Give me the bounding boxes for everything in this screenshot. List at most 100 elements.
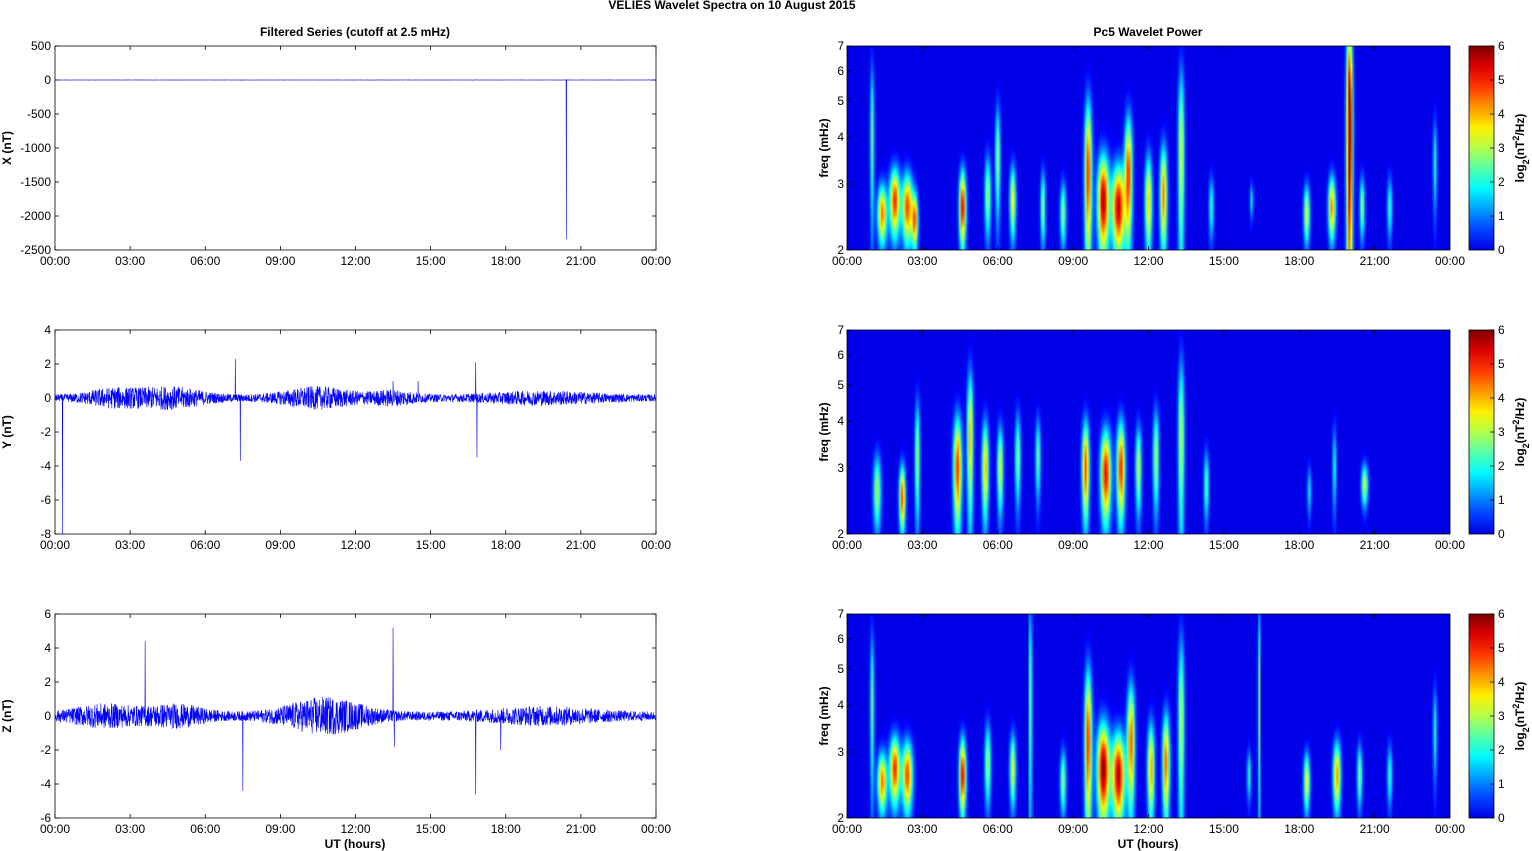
x-wavelet-panel: 2 3 4 5 6 7 00:00 03:00 06:00 09:00 12:00 15:00 18:0… [817, 39, 1531, 268]
y-wavelet-colorbar-tick-label: 2 [1498, 459, 1505, 473]
x-wavelet-colorbar-tick-label: 6 [1498, 39, 1505, 53]
x-wavelet-xtick-label: 00:00 [832, 254, 862, 268]
y-series-xtick-label: 09:00 [265, 538, 295, 552]
y-wavelet-colorbar-label: log2(nT2/Hz) [1511, 398, 1531, 467]
z-wavelet-ytick-label: 2 [837, 811, 844, 825]
z-wavelet-xtick-label: 21:00 [1360, 822, 1390, 836]
y-wavelet-xtick-label: 18:00 [1284, 538, 1314, 552]
y-series-xtick-label: 15:00 [416, 538, 446, 552]
z-series-xtick-label: 00:00 [40, 822, 70, 836]
y-wavelet-colorbar-tick-label: 6 [1498, 323, 1505, 337]
z-wavelet-xtick-label: 15:00 [1209, 822, 1239, 836]
x-wavelet-ytick-label: 4 [837, 130, 844, 144]
z-wavelet-xtick-label: 00:00 [832, 822, 862, 836]
x-wavelet-colorbar-label: log2(nT2/Hz) [1511, 114, 1531, 183]
y-wavelet-ytick-label: 4 [837, 414, 844, 428]
y-series-ytick-label: 4 [44, 323, 51, 337]
z-wavelet-colorbar-tick-label: 2 [1498, 743, 1505, 757]
y-wavelet-ytick-label: 2 [837, 527, 844, 541]
z-series-ytick-label: 6 [44, 607, 51, 621]
y-wavelet-xtick-label: 12:00 [1133, 538, 1163, 552]
figure-title: VELIES Wavelet Spectra on 10 August 2015 [608, 0, 856, 12]
y-series-ytick-label: -2 [40, 425, 51, 439]
x-wavelet-colorbar-tick-label: 4 [1498, 107, 1505, 121]
z-wavelet-colorbar-tick-label: 5 [1498, 641, 1505, 655]
z-series-ytick-label: -2 [40, 743, 51, 757]
x-wavelet-ytick-label: 5 [837, 94, 844, 108]
y-series-frame [54, 329, 657, 535]
x-series-xtick-label: 18:00 [491, 254, 521, 268]
y-wavelet-ytick-label: 6 [837, 348, 844, 362]
z-wavelet-ytick-label: 5 [837, 662, 844, 676]
y-wavelet-colorbar-tick-label: 3 [1498, 425, 1505, 439]
y-wavelet-xtick-label: 03:00 [907, 538, 937, 552]
x-wavelet-xtick-label: 00:00 [1435, 254, 1465, 268]
y-series-xtick-label: 00:00 [40, 538, 70, 552]
y-series-xtick-label: 06:00 [190, 538, 220, 552]
z-wavelet-panel: 2 3 4 5 6 7 00:00 03:00 06:00 09:00 12:00 15:00 18:0… [817, 607, 1531, 836]
z-series-xtick-label: 06:00 [190, 822, 220, 836]
z-wavelet-colorbar-tick-label: 3 [1498, 709, 1505, 723]
x-wavelet-xtick-label: 09:00 [1058, 254, 1088, 268]
z-series-xtick-label: 15:00 [416, 822, 446, 836]
y-wavelet-ytick-label: 7 [837, 323, 844, 337]
z-wavelet-xtick-label: 09:00 [1058, 822, 1088, 836]
x-series-ytick-label: -500 [27, 107, 51, 121]
y-series-ytick-label: -6 [40, 493, 51, 507]
x-wavelet-colorbar-tick-label: 0 [1498, 243, 1505, 257]
x-series-frame [54, 45, 657, 251]
y-series-trace [55, 358, 656, 534]
x-series-xtick-label: 00:00 [641, 254, 671, 268]
y-wavelet-ylabel: freq (mHz) [817, 402, 831, 461]
x-series-xtick-label: 00:00 [40, 254, 70, 268]
left-column-title: Filtered Series (cutoff at 2.5 mHz) [260, 25, 450, 39]
x-wavelet-ytick-label: 3 [837, 177, 844, 191]
x-wavelet-xtick-label: 12:00 [1133, 254, 1163, 268]
x-wavelet-ytick-label: 6 [837, 64, 844, 78]
y-wavelet-xtick-label: 09:00 [1058, 538, 1088, 552]
z-wavelet-colorbar-tick-label: 6 [1498, 607, 1505, 621]
x-wavelet-colorbar-tick-label: 3 [1498, 141, 1505, 155]
z-wavelet-ytick-label: 6 [837, 632, 844, 646]
z-wavelet-xtick-label: 06:00 [983, 822, 1013, 836]
y-wavelet-xtick-label: 00:00 [832, 538, 862, 552]
y-series-xtick-label: 18:00 [491, 538, 521, 552]
y-wavelet-xtick-label: 06:00 [983, 538, 1013, 552]
right-column-title: Pc5 Wavelet Power [1094, 25, 1203, 39]
right-x-axis-label: UT (hours) [1118, 837, 1179, 851]
z-wavelet-ytick-label: 4 [837, 698, 844, 712]
x-series-xtick-label: 03:00 [115, 254, 145, 268]
y-wavelet-xtick-label: 15:00 [1209, 538, 1239, 552]
z-wavelet-ylabel: freq (mHz) [817, 686, 831, 745]
y-wavelet-panel: 2 3 4 5 6 7 00:00 03:00 06:00 09:00 12:00 15:00 18:0… [817, 323, 1531, 552]
x-wavelet-ytick-label: 7 [837, 39, 844, 53]
z-wavelet-colorbar-label: log2(nT2/Hz) [1511, 682, 1531, 751]
z-wavelet-xtick-label: 12:00 [1133, 822, 1163, 836]
y-wavelet-colorbar-tick-label: 4 [1498, 391, 1505, 405]
x-series-xtick-label: 09:00 [265, 254, 295, 268]
z-series-ytick-label: 0 [44, 709, 51, 723]
y-wavelet-colorbar-tick-label: 1 [1498, 493, 1505, 507]
x-wavelet-ylabel: freq (mHz) [817, 118, 831, 177]
z-series-xtick-label: 18:00 [491, 822, 521, 836]
x-wavelet-ytick-label: 2 [837, 243, 844, 257]
z-wavelet-colorbar-tick-label: 0 [1498, 811, 1505, 825]
x-wavelet-colorbar-tick-label: 5 [1498, 73, 1505, 87]
z-series-ytick-label: 2 [44, 675, 51, 689]
z-series-ylabel: Z (nT) [0, 699, 14, 732]
x-series-ylabel: X (nT) [0, 131, 14, 165]
y-series-xtick-label: 12:00 [340, 538, 370, 552]
x-series-xtick-label: 06:00 [190, 254, 220, 268]
y-series-ytick-label: -4 [40, 459, 51, 473]
z-wavelet-colorbar [1468, 613, 1495, 819]
z-wavelet-power-map [847, 614, 1450, 818]
x-series-ytick-label: -1500 [20, 175, 51, 189]
y-wavelet-colorbar-tick-label: 5 [1498, 357, 1505, 371]
z-series-xtick-label: 09:00 [265, 822, 295, 836]
y-series-ytick-label: -8 [40, 527, 51, 541]
x-wavelet-xtick-label: 06:00 [983, 254, 1013, 268]
y-wavelet-ytick-label: 3 [837, 461, 844, 475]
y-series-ytick-label: 0 [44, 391, 51, 405]
